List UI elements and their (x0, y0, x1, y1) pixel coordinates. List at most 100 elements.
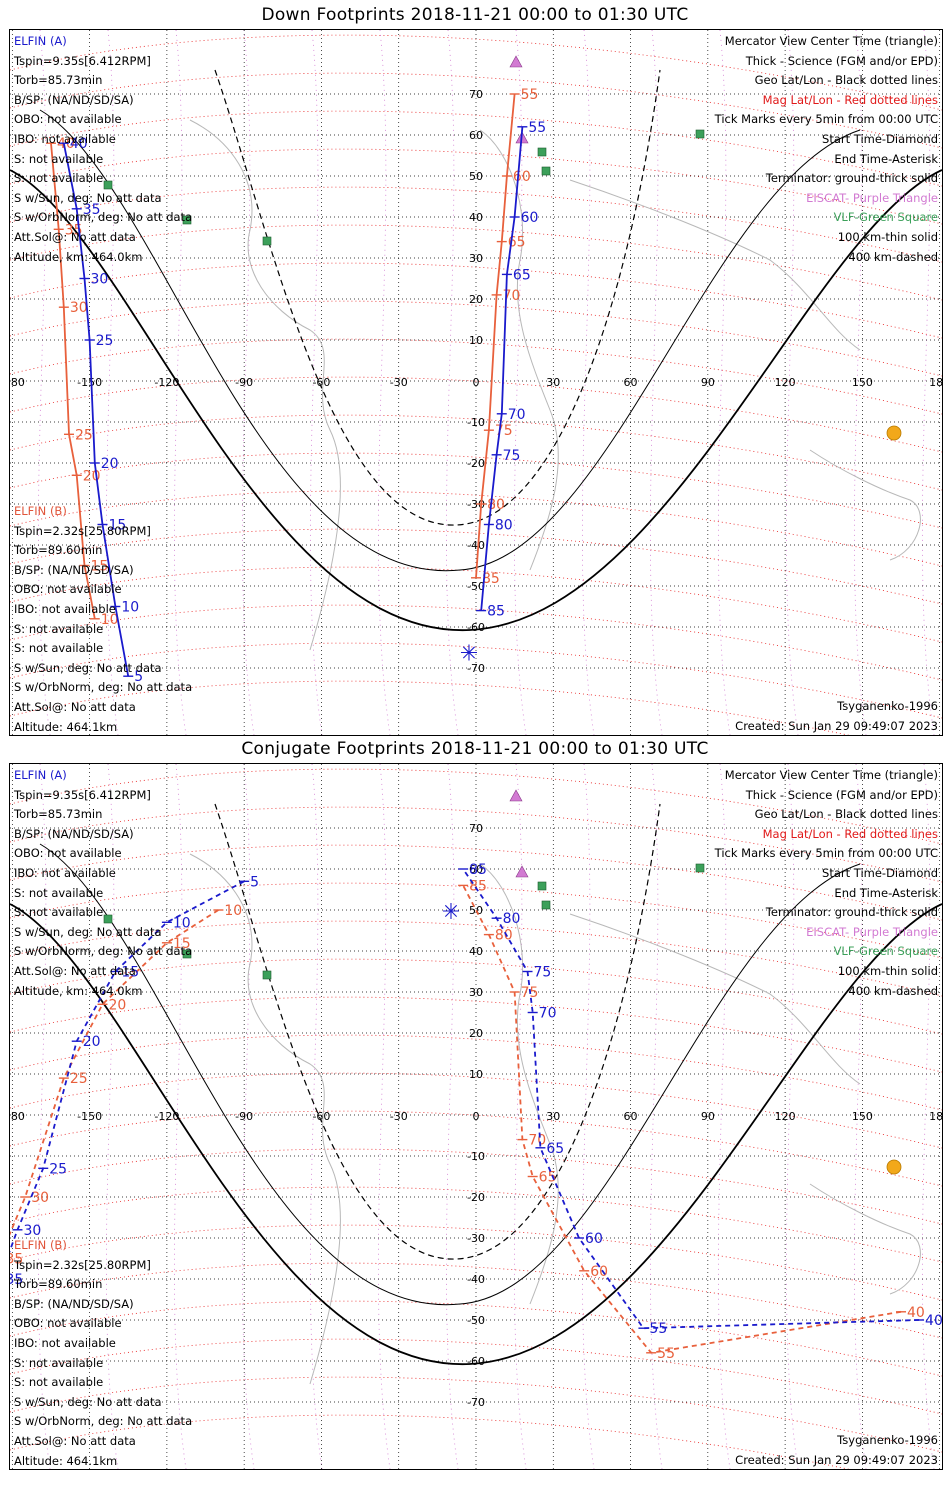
coastline (189, 853, 341, 1385)
lon-tick-label: 120 (775, 1110, 796, 1123)
elfin-a-info-line: S: not available (14, 905, 104, 920)
vlf-square-icon (695, 129, 705, 139)
mag-lon-line (717, 764, 731, 1469)
mag-lon-line (309, 764, 323, 1469)
elfin-a-info-line: Altitude, km: 464.0km (14, 249, 143, 264)
elfin-b-time-label: 15 (173, 936, 191, 952)
vlf-square-icon (103, 914, 113, 924)
legend-entry: Mercator View Center Time (triangle) (724, 34, 938, 48)
created-timestamp: Created: Sun Jan 29 09:49:07 2023 (735, 719, 938, 733)
elfin-b-info-line: S w/OrbNorm, deg: No att data (14, 1414, 193, 1429)
lat-tick-label: 50 (469, 170, 483, 183)
terminator-400km (214, 803, 661, 1260)
elfin-a-info-line: Torb=85.73min (14, 73, 103, 88)
coastline (809, 1183, 921, 1295)
elfin-b-info-line: Tspin=2.32s[25.80RPM] (14, 523, 151, 538)
elfin-a-time-label: 15 (121, 965, 139, 981)
elfin-b-info-line: Altitude: 464.1km (14, 1453, 118, 1468)
elfin-a-time-label: 75 (534, 965, 552, 981)
lat-tick-label: -10 (467, 416, 485, 429)
elfin-a-info: ELFIN (A) Tspin=9.35s[6.412RPM] Torb=85.73… (14, 32, 192, 267)
elfin-b-info-line: B/SP: (NA/ND/SD/SA) (14, 1296, 134, 1311)
lat-tick-label: 30 (469, 986, 483, 999)
elfin-a-time-label: 70 (508, 407, 526, 423)
elfin-a-time-label: 20 (101, 456, 119, 472)
coastline (569, 179, 861, 351)
elfin-b-header: ELFIN (B) (14, 1238, 67, 1252)
lat-tick-label: -30 (467, 1232, 485, 1245)
elfin-a-time-label: 35 (10, 1272, 23, 1288)
elfin-b-info-line: S w/Sun, deg: No att data (14, 660, 162, 675)
legend-entry: Mercator View Center Time (triangle) (724, 768, 938, 782)
legend-entry: Terminator: ground-thick solid (765, 171, 938, 186)
lon-tick-label: 0 (473, 1110, 480, 1123)
lat-tick-label: 40 (469, 945, 483, 958)
elfin-b-info-line: Torb=89.60min (14, 543, 103, 558)
lat-tick-label: -70 (467, 662, 485, 675)
mag-lon-line (241, 764, 255, 1469)
elfin-b-info-line: S: not available (14, 641, 104, 656)
elfin-a-info-line: S w/Sun, deg: No att data (14, 190, 162, 205)
elfin-b-info-line: Tspin=2.32s[25.80RPM] (14, 1257, 151, 1272)
mag-lon-line (241, 30, 255, 735)
elfin-b-time-label: 60 (513, 169, 531, 185)
legend-entry: VLF-Green Square (833, 944, 938, 959)
elfin-b-info-line: Att.Sol@: No att data (14, 699, 136, 714)
mag-lon-line (377, 30, 391, 735)
elfin-b-track (462, 884, 902, 1354)
end-time-asterisk-icon: ✳ (460, 642, 478, 667)
elfin-b-time-label: 85 (482, 571, 500, 587)
lat-tick-label: -70 (467, 1396, 485, 1409)
elfin-b-time-label: 80 (495, 928, 513, 944)
vlf-square-icon (537, 881, 547, 891)
mag-lon-line (445, 764, 459, 1469)
elfin-a-time-label: 25 (96, 333, 114, 349)
elfin-a-info-line: S: not available (14, 171, 104, 186)
coastline (569, 913, 861, 1085)
legend-entry: EISCAT- Purple Triangle (806, 190, 938, 205)
legend-entry: VLF-Green Square (833, 210, 938, 225)
elfin-b-time-label: 15 (90, 559, 108, 575)
vlf-square-icon (262, 970, 272, 980)
elfin-b-info-line: Att.Sol@: No att data (14, 1433, 136, 1448)
terminator-ground (10, 903, 942, 1365)
elfin-a-time-label: 40 (925, 1313, 942, 1329)
elfin-b-info-line: OBO: not available (14, 1316, 122, 1331)
elfin-a-info-line: Torb=85.73min (14, 807, 103, 822)
elfin-a-info: ELFIN (A) Tspin=9.35s[6.412RPM] Torb=85.73… (14, 766, 192, 1001)
map-plot: -180-150-120-90-60-300306090120150180706… (10, 30, 942, 735)
elfin-a-time-label: 80 (495, 518, 513, 534)
eiscat-triangle-icon (509, 55, 523, 68)
vlf-square-icon (541, 900, 551, 910)
coastline (809, 449, 921, 561)
lon-tick-label: 60 (624, 376, 638, 389)
elfin-a-time-label: 80 (503, 911, 521, 927)
lon-tick-label: -90 (235, 1110, 253, 1123)
vlf-square-icon (103, 180, 113, 190)
elfin-b-time-label: 60 (590, 1264, 608, 1280)
lon-tick-label: -60 (312, 1110, 330, 1123)
terminator-100km (39, 843, 861, 1306)
lon-tick-label: -180 (10, 1110, 25, 1123)
elfin-b-time-label: 35 (10, 1252, 23, 1268)
elfin-b-info-line: S: not available (14, 1375, 104, 1390)
lat-tick-label: 70 (469, 822, 483, 835)
coastline (479, 129, 559, 571)
map-plot: -180-150-120-90-60-300306090120150180706… (10, 764, 942, 1469)
coastline (189, 119, 341, 651)
lon-tick-label: -180 (10, 376, 25, 389)
lat-tick-label: 20 (469, 1027, 483, 1040)
mag-lon-line (37, 764, 51, 1469)
elfin-b-info-line: IBO: not available (14, 601, 116, 616)
elfin-b-track (10, 909, 219, 1236)
elfin-b-time-label: 20 (108, 997, 126, 1013)
vlf-square-icon (695, 863, 705, 873)
elfin-b-time-label: 25 (75, 427, 93, 443)
elfin-a-time-label: 85 (469, 862, 487, 878)
elfin-b-time-label: 30 (70, 300, 88, 316)
mag-lon-line (921, 30, 935, 735)
mag-lon-line (853, 764, 867, 1469)
elfin-a-header: ELFIN (A) (14, 34, 67, 48)
legend-entry: Start Time-Diamond (822, 131, 938, 146)
mag-lon-line (105, 764, 119, 1469)
